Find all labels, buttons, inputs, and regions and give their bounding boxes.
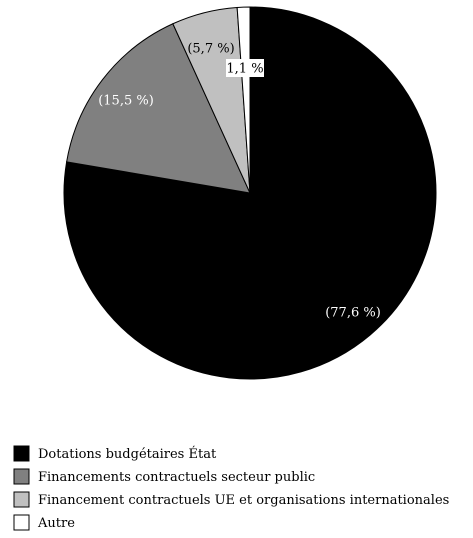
legend: Dotations budgétaires État Financements c…	[13, 445, 449, 531]
pie-slice	[66, 23, 251, 194]
slice-label: (5,7 %)	[187, 42, 234, 57]
slice-label: 1,1 %	[226, 62, 263, 77]
slice-labels: (77,6 %) (15,5 %) (5,7 %) 1,1 %	[98, 42, 381, 321]
legend-swatch	[13, 468, 30, 485]
pie-slice	[236, 6, 251, 194]
legend-label: Financement contractuels UE et organisat…	[38, 493, 449, 508]
legend-label: Dotations budgétaires État	[38, 446, 217, 462]
legend-swatch	[13, 445, 30, 462]
slice-label: (77,6 %)	[325, 306, 381, 321]
legend-swatch	[13, 491, 30, 508]
legend-label: Financements contractuels secteur public	[38, 470, 315, 485]
slice-label: (15,5 %)	[98, 94, 154, 109]
legend-label: Autre	[37, 516, 75, 531]
slice-label-background	[226, 59, 264, 77]
legend-swatch	[13, 514, 30, 531]
pie-slices	[63, 6, 437, 380]
